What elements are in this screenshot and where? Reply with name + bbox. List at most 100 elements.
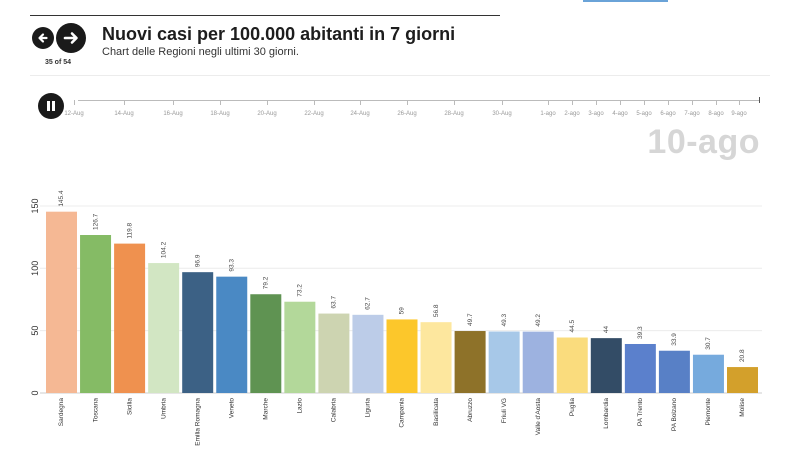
bar — [216, 276, 248, 393]
timeline-label: 2-ago — [564, 111, 580, 117]
timeline-label: 30-Aug — [492, 111, 512, 117]
timeline-label: 16-Aug — [163, 111, 183, 117]
bar — [318, 313, 350, 393]
timeline-tick — [267, 100, 268, 105]
bar — [624, 343, 656, 393]
category-label: Basilicata — [433, 398, 440, 426]
value-label: 56.8 — [433, 304, 440, 317]
category-label: Emilia Romagna — [194, 398, 201, 446]
value-label: 30.7 — [705, 337, 712, 350]
top-accent-bar — [583, 0, 668, 2]
value-label: 79.2 — [263, 276, 270, 289]
timeline-tick — [620, 100, 621, 105]
timeline-tick — [454, 100, 455, 105]
value-label: 104.2 — [160, 241, 167, 258]
y-tick-label: 0 — [30, 390, 40, 395]
pause-button[interactable] — [38, 93, 64, 119]
bar — [352, 314, 384, 393]
bar — [250, 294, 282, 393]
category-label: Umbria — [160, 398, 167, 419]
timeline-tick — [668, 100, 669, 105]
value-label: 44 — [603, 326, 610, 334]
timeline-tick — [124, 100, 125, 105]
timeline-label: 7-ago — [684, 111, 700, 117]
chart-subtitle: Chart delle Regioni negli ultimi 30 gior… — [102, 46, 299, 58]
category-label: Sardegna — [58, 398, 65, 427]
timeline-tick — [716, 100, 717, 105]
timeline-tick — [220, 100, 221, 105]
timeline-label: 4-ago — [612, 111, 628, 117]
bar — [590, 338, 622, 393]
y-tick-label: 150 — [30, 198, 40, 213]
value-label: 33.9 — [671, 333, 678, 346]
timeline-label: 22-Aug — [304, 111, 324, 117]
category-label: PA Trento — [637, 398, 644, 426]
value-label: 49.3 — [501, 313, 508, 326]
category-label: Campania — [399, 398, 406, 428]
y-tick-label: 50 — [30, 326, 40, 336]
bar — [182, 272, 214, 393]
timeline-tick — [360, 100, 361, 105]
header-divider — [30, 75, 770, 76]
timeline-label: 12-Aug — [64, 111, 84, 117]
category-label: Veneto — [228, 398, 235, 419]
current-date-label: 10-ago — [647, 123, 760, 161]
arrow-right-icon — [63, 32, 78, 44]
value-label: 39.3 — [637, 326, 644, 339]
bar — [692, 354, 724, 393]
top-rule — [30, 15, 500, 16]
timeline-slider[interactable]: 12-Aug 14-Aug 16-Aug 18-Aug 20-Aug 22-Aug 24-A… — [64, 97, 762, 130]
category-label: Sicilia — [126, 398, 133, 415]
y-tick-label: 100 — [30, 261, 40, 276]
timeline-label: 1-ago — [540, 111, 556, 117]
prev-button[interactable] — [32, 27, 54, 49]
category-label: PA Bolzano — [671, 398, 678, 432]
bar — [114, 243, 146, 393]
bar — [46, 211, 77, 393]
bar — [488, 331, 520, 393]
timeline-tick — [502, 100, 503, 105]
category-label: Valle d'Aosta — [535, 398, 542, 436]
bar — [420, 322, 452, 393]
value-label: 73.2 — [297, 284, 304, 297]
slide-counter: 35 of 54 — [44, 59, 72, 66]
timeline-tick — [314, 100, 315, 105]
value-label: 49.2 — [535, 314, 542, 327]
next-button[interactable] — [56, 23, 86, 53]
value-label: 126.7 — [92, 213, 99, 230]
value-label: 63.7 — [331, 296, 338, 309]
chart-title: Nuovi casi per 100.000 abitanti in 7 gio… — [102, 24, 456, 44]
bar — [522, 331, 554, 393]
timeline-label: 20-Aug — [257, 111, 277, 117]
pause-icon — [47, 101, 50, 111]
category-label: Puglia — [569, 398, 576, 416]
timeline-tick — [644, 100, 645, 105]
category-label: Piemonte — [705, 398, 712, 426]
timeline-label: 8-ago — [708, 111, 724, 117]
bar — [284, 301, 316, 393]
timeline-tick — [74, 100, 75, 105]
value-label: 93.3 — [228, 259, 235, 272]
category-label: Liguria — [365, 398, 372, 418]
timeline-label: 28-Aug — [444, 111, 464, 117]
timeline-label: 14-Aug — [114, 111, 134, 117]
arrow-left-icon — [38, 33, 48, 43]
bar — [80, 235, 112, 393]
timeline-tick — [692, 100, 693, 105]
timeline-tick — [572, 100, 573, 105]
timeline-tick — [596, 100, 597, 105]
value-label: 49.7 — [467, 313, 474, 326]
bar — [658, 350, 690, 393]
timeline-label: 9-ago — [731, 111, 747, 117]
timeline-tick — [173, 100, 174, 105]
timeline-label: 5-ago — [636, 111, 652, 117]
category-label: Calabria — [331, 398, 338, 423]
category-label: Lazio — [297, 398, 304, 414]
timeline-label: 6-ago — [660, 111, 676, 117]
value-label: 119.8 — [126, 222, 133, 238]
bar — [454, 331, 486, 393]
value-label: 20.8 — [739, 349, 746, 362]
bar — [727, 367, 758, 393]
value-label: 59 — [399, 307, 406, 315]
